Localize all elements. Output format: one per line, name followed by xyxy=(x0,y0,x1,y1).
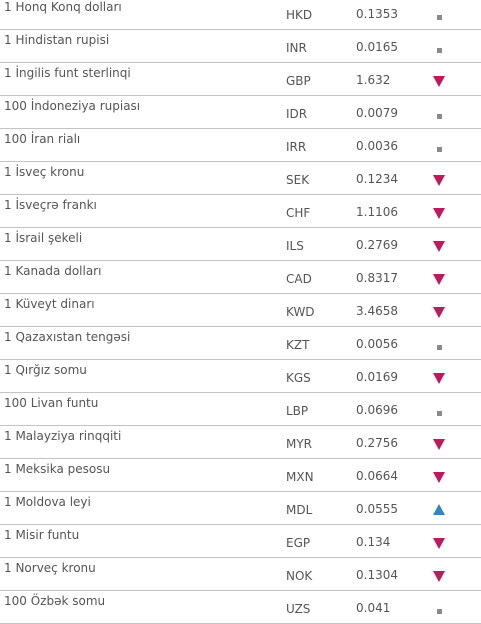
currency-code: CAD xyxy=(286,272,312,286)
table-row: 1 İsveçrə frankı CHF 1.1106 xyxy=(0,195,481,228)
triangle-down-icon xyxy=(433,372,446,384)
square-icon xyxy=(433,603,446,615)
table-row: 1 Kanada dolları CAD 0.8317 xyxy=(0,261,481,294)
triangle-down-icon xyxy=(433,273,446,285)
currency-rate: 0.2756 xyxy=(356,436,398,450)
currency-code: MXN xyxy=(286,470,314,484)
currency-rate: 0.8317 xyxy=(356,271,398,285)
table-row: 1 Misir funtu EGP 0.134 xyxy=(0,525,481,558)
currency-code: ILS xyxy=(286,239,304,253)
triangle-down-icon xyxy=(433,75,446,87)
triangle-down-icon xyxy=(433,207,446,219)
triangle-down-icon xyxy=(433,306,446,318)
currency-name: 1 İsveç kronu xyxy=(4,165,85,179)
square-icon xyxy=(433,141,446,153)
table-row: 1 Qırğız somu KGS 0.0169 xyxy=(0,360,481,393)
currency-code: UZS xyxy=(286,602,311,616)
table-row: 1 İsrail şekeli ILS 0.2769 xyxy=(0,228,481,261)
currency-rate: 0.0555 xyxy=(356,502,398,516)
square-icon xyxy=(433,339,446,351)
currency-name: 100 Livan funtu xyxy=(4,396,99,410)
table-row: 100 İndoneziya rupiası IDR 0.0079 xyxy=(0,96,481,129)
currency-code: NOK xyxy=(286,569,313,583)
currency-code: MDL xyxy=(286,503,313,517)
table-row: 1 İngilis funt sterlinqi GBP 1.632 xyxy=(0,63,481,96)
square-icon xyxy=(433,9,446,21)
currency-rate: 0.041 xyxy=(356,601,391,615)
currency-name: 1 Norveç kronu xyxy=(4,561,96,575)
currency-name: 1 Meksika pesosu xyxy=(4,462,111,476)
currency-name: 1 İngilis funt sterlinqi xyxy=(4,66,131,80)
table-row: 1 İsveç kronu SEK 0.1234 xyxy=(0,162,481,195)
table-row: 1 Hindistan rupisi INR 0.0165 xyxy=(0,30,481,63)
square-icon xyxy=(433,405,446,417)
currency-rate: 0.0056 xyxy=(356,337,398,351)
currency-name: 1 Qazaxıstan tengəsi xyxy=(4,330,131,344)
table-row: 1 Meksika pesosu MXN 0.0664 xyxy=(0,459,481,492)
currency-name: 100 Özbək somu xyxy=(4,594,106,608)
table-row: 100 İran rialı IRR 0.0036 xyxy=(0,129,481,162)
currency-rate: 0.1353 xyxy=(356,7,398,21)
currency-code: KZT xyxy=(286,338,310,352)
currency-rate: 0.0664 xyxy=(356,469,398,483)
currency-name: 1 İsveçrə frankı xyxy=(4,198,97,212)
currency-name: 1 Malayziya rinqqiti xyxy=(4,429,122,443)
currency-rate: 3.4658 xyxy=(356,304,398,318)
currency-rate: 0.0169 xyxy=(356,370,398,384)
triangle-down-icon xyxy=(433,240,446,252)
table-row: 1 Malayziya rinqqiti MYR 0.2756 xyxy=(0,426,481,459)
currency-code: SEK xyxy=(286,173,310,187)
table-row: 1 Küveyt dinarı KWD 3.4658 xyxy=(0,294,481,327)
currency-code: KGS xyxy=(286,371,311,385)
currency-code: IDR xyxy=(286,107,308,121)
currency-name: 1 Qırğız somu xyxy=(4,363,87,377)
table-row: 100 Özbək somu UZS 0.041 xyxy=(0,591,481,624)
currency-code: LBP xyxy=(286,404,309,418)
table-row: 1 Moldova leyi MDL 0.0555 xyxy=(0,492,481,525)
table-row: 1 Qazaxıstan tengəsi KZT 0.0056 xyxy=(0,327,481,360)
currency-name: 1 İsrail şekeli xyxy=(4,231,83,245)
square-icon xyxy=(433,42,446,54)
currency-name: 1 Misir funtu xyxy=(4,528,80,542)
currency-rate: 0.1304 xyxy=(356,568,398,582)
currency-rate: 0.2769 xyxy=(356,238,398,252)
currency-rate: 1.632 xyxy=(356,73,391,87)
currency-name: 100 İndoneziya rupiası xyxy=(4,99,141,113)
currency-code: EGP xyxy=(286,536,311,550)
currency-code: MYR xyxy=(286,437,313,451)
table-row: 1 Norveç kronu NOK 0.1304 xyxy=(0,558,481,591)
currency-name: 1 Küveyt dinarı xyxy=(4,297,95,311)
triangle-up-icon xyxy=(433,504,446,516)
currency-name: 1 Moldova leyi xyxy=(4,495,91,509)
currency-code: IRR xyxy=(286,140,307,154)
currency-code: CHF xyxy=(286,206,311,220)
currency-rate: 0.1234 xyxy=(356,172,398,186)
currency-code: INR xyxy=(286,41,307,55)
triangle-down-icon xyxy=(433,570,446,582)
currency-name: 1 Honq Konq dolları xyxy=(4,0,122,14)
currency-code: GBP xyxy=(286,74,311,88)
currency-rate: 0.0696 xyxy=(356,403,398,417)
currency-rate: 1.1106 xyxy=(356,205,398,219)
currency-code: KWD xyxy=(286,305,315,319)
currency-rate: 0.134 xyxy=(356,535,391,549)
currency-name: 100 İran rialı xyxy=(4,132,81,146)
currency-code: HKD xyxy=(286,8,313,22)
table-row: 100 Livan funtu LBP 0.0696 xyxy=(0,393,481,426)
triangle-down-icon xyxy=(433,471,446,483)
currency-name: 1 Kanada dolları xyxy=(4,264,102,278)
triangle-down-icon xyxy=(433,438,446,450)
square-icon xyxy=(433,108,446,120)
currency-rate: 0.0165 xyxy=(356,40,398,54)
currency-name: 1 Hindistan rupisi xyxy=(4,33,110,47)
currency-rate: 0.0036 xyxy=(356,139,398,153)
currency-rate: 0.0079 xyxy=(356,106,398,120)
triangle-down-icon xyxy=(433,537,446,549)
table-row: 1 Honq Konq dolları HKD 0.1353 xyxy=(0,0,481,30)
triangle-down-icon xyxy=(433,174,446,186)
